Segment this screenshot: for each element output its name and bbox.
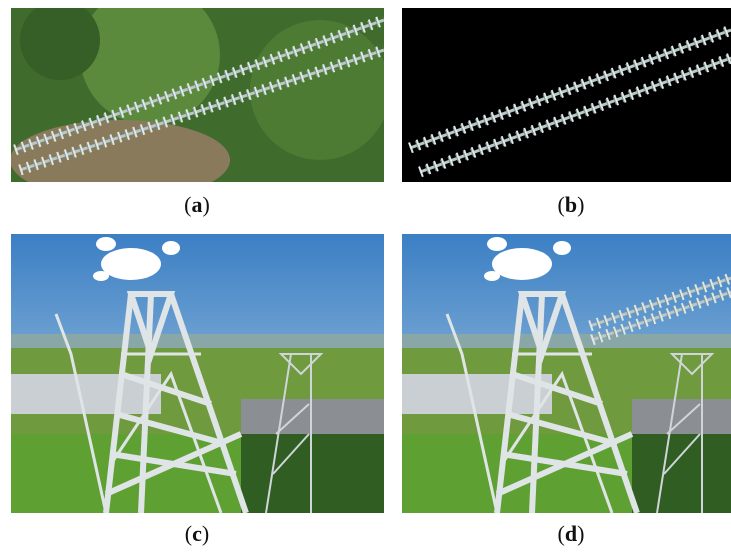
caption-part: ) [203, 192, 210, 217]
caption: (c) [185, 521, 209, 546]
caption-part: ( [184, 192, 191, 217]
caption: (a) [184, 192, 210, 217]
caption: (d) [558, 521, 585, 546]
caption-part: a [192, 192, 203, 217]
caption-part: b [565, 192, 577, 217]
caption-part: ) [577, 192, 584, 217]
photo-c [11, 234, 384, 513]
caption-part: ( [558, 521, 565, 546]
caption-part: d [565, 521, 577, 546]
photo-b [402, 8, 731, 182]
caption-part: ( [558, 192, 565, 217]
photo-d [402, 234, 731, 513]
photo-a [10, 0, 390, 200]
caption-part: ) [202, 521, 209, 546]
caption-part: ( [185, 521, 192, 546]
caption: (b) [558, 192, 585, 217]
caption-part: ) [577, 521, 584, 546]
caption-part: c [192, 521, 202, 546]
figure: (a)(b)(c)(d) [0, 0, 731, 557]
